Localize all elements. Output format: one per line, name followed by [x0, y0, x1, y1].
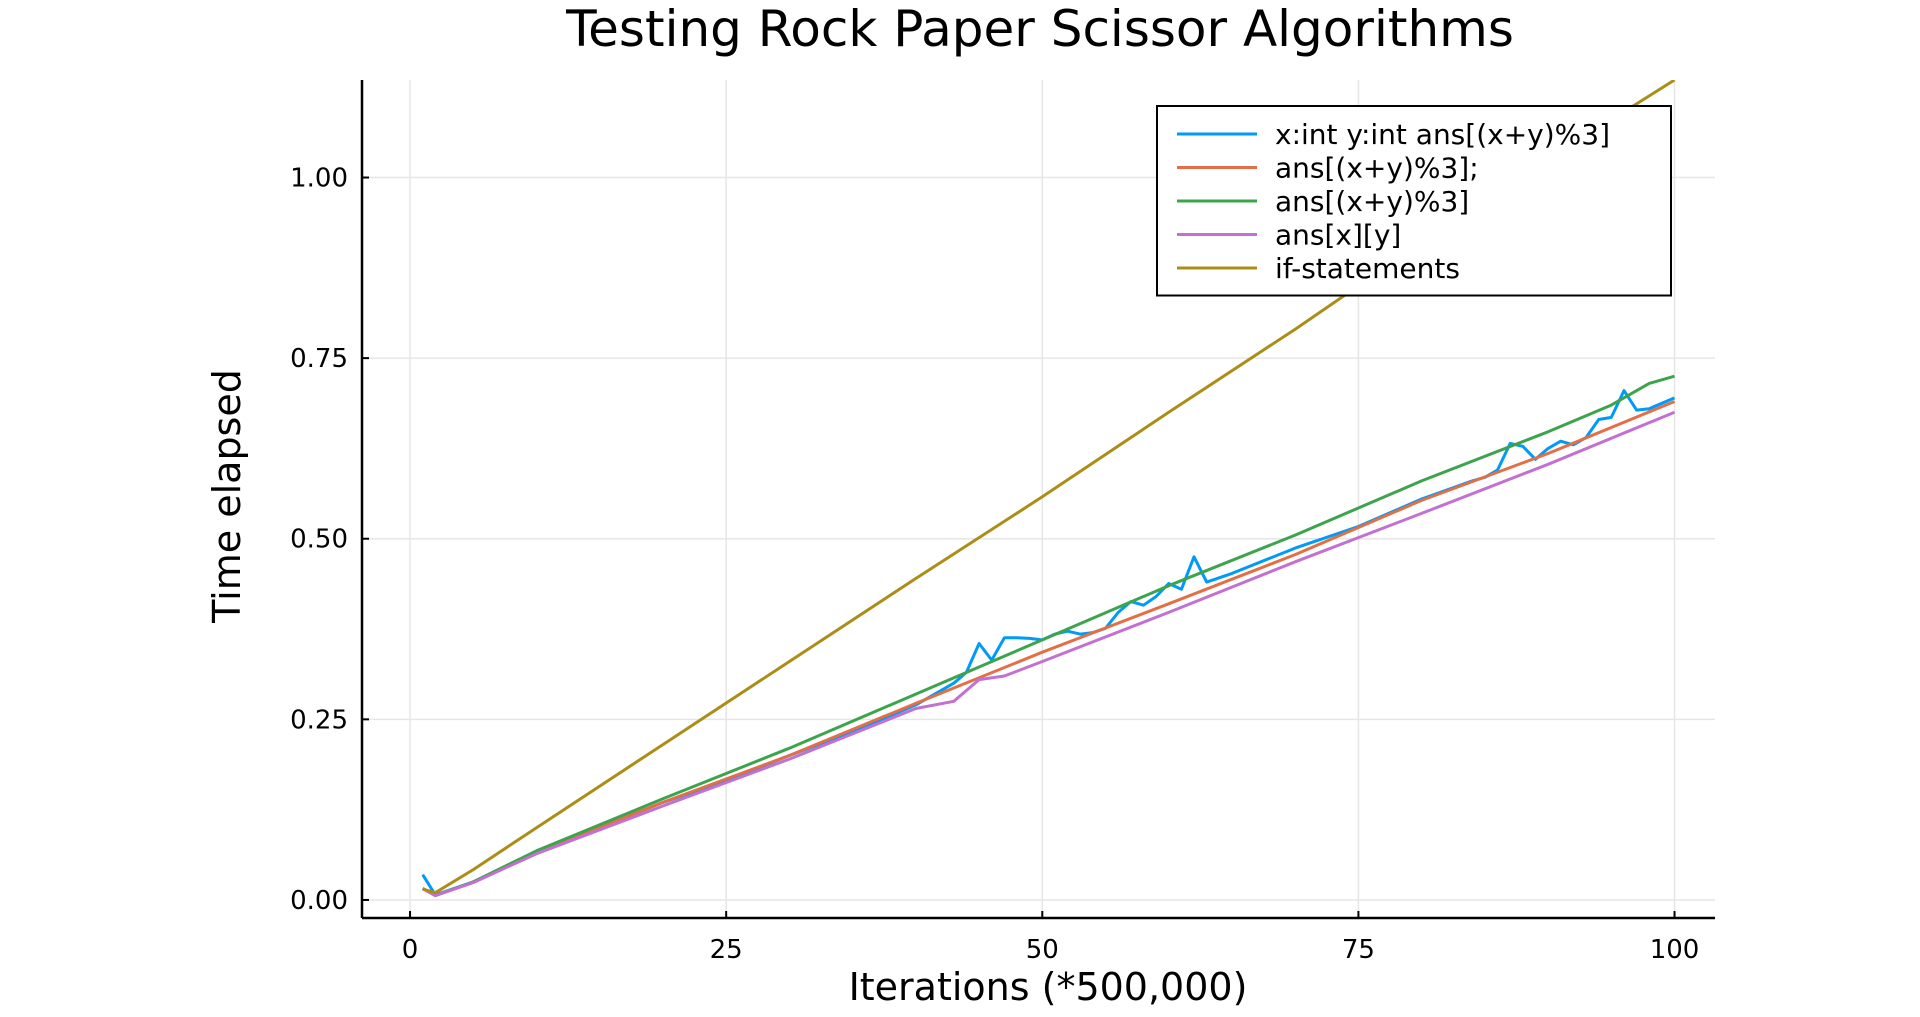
y-tick-label-2: 0.50 — [290, 525, 348, 555]
y-tick-label-4: 1.00 — [290, 164, 348, 194]
x-tick-label-3: 75 — [1342, 935, 1375, 965]
legend-label-4: if-statements — [1275, 252, 1460, 285]
y-ticks: 0.00 0.25 0.50 0.75 1.00 — [290, 164, 369, 916]
series-line-3 — [421, 410, 1676, 898]
x-tick-label-1: 25 — [710, 935, 743, 965]
y-tick-label-3: 0.75 — [290, 344, 348, 374]
x-axis-title: Iterations (*500,000) — [849, 965, 1248, 1009]
legend-label-0: x:int y:int ans[(x+y)%3] — [1275, 118, 1610, 151]
series-line-2 — [421, 374, 1675, 898]
x-tick-label-2: 50 — [1026, 935, 1059, 965]
x-tick-label-0: 0 — [402, 935, 419, 965]
chart-title: Testing Rock Paper Scissor Algorithms — [565, 0, 1514, 58]
legend-label-1: ans[(x+y)%3]; — [1275, 152, 1479, 185]
y-tick-label-0: 0.00 — [290, 886, 348, 916]
legend-label-2: ans[(x+y)%3] — [1275, 185, 1469, 218]
legend: x:int y:int ans[(x+y)%3]ans[(x+y)%3];ans… — [1156, 105, 1672, 297]
series-line-0 — [421, 389, 1676, 897]
y-axis-title: Time elapsed — [205, 369, 249, 624]
x-tick-label-4: 100 — [1650, 935, 1700, 965]
legend-label-3: ans[x][y] — [1275, 219, 1401, 252]
y-tick-label-1: 0.25 — [290, 705, 348, 735]
x-ticks: 0 25 50 75 100 — [402, 911, 1700, 965]
